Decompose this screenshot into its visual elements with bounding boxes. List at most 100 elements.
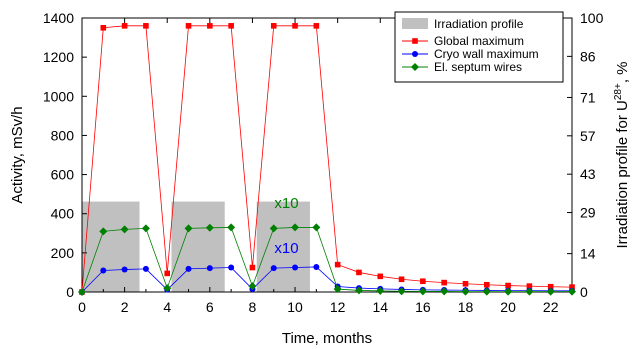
data-point: [313, 23, 320, 29]
y-left-tick-label: 400: [51, 206, 75, 222]
data-point: [398, 276, 405, 283]
y-left-tick-label: 1000: [43, 88, 74, 104]
data-point: [185, 23, 192, 29]
data-point: [78, 288, 86, 296]
y-right-tick-label: 100: [580, 10, 604, 26]
y-right-tick-label: 43: [580, 166, 596, 182]
y-right-tick-label: 29: [580, 205, 596, 221]
legend-marker: [411, 63, 419, 71]
data-point: [376, 286, 385, 295]
y-left-tick-label: 800: [51, 127, 75, 143]
data-point: [292, 264, 299, 271]
x-tick-label: 6: [206, 299, 214, 315]
data-point: [207, 23, 213, 29]
data-point: [333, 285, 342, 294]
series-line: [81, 25, 573, 293]
irradiation-bar-1: [82, 201, 140, 292]
data-point: [228, 264, 235, 271]
data-point: [569, 284, 575, 290]
annotation-x10: x10: [274, 240, 298, 257]
data-point: [462, 280, 469, 287]
x-tick-label: 14: [372, 299, 388, 315]
data-point: [227, 223, 236, 232]
x-tick-label: 16: [415, 299, 431, 315]
x-tick-label: 20: [500, 299, 516, 315]
annotations: x10 x10: [274, 195, 298, 257]
y-left-tick-label: 0: [66, 284, 74, 300]
data-point: [184, 224, 193, 233]
series-1: [79, 23, 575, 295]
data-point: [228, 23, 234, 29]
data-point: [99, 227, 108, 236]
data-point: [141, 224, 150, 233]
y-right-tick-label: 86: [580, 48, 596, 64]
data-point: [526, 283, 533, 289]
data-point: [270, 265, 277, 272]
data-point: [440, 287, 449, 296]
data-series: [78, 23, 576, 296]
data-point: [249, 264, 256, 271]
legend-label: Cryo wall maximum: [434, 47, 539, 61]
legend-label: El. septum wires: [434, 60, 522, 74]
data-point: [100, 24, 107, 31]
y-axis-left-title: Activity, mSv/h: [9, 106, 26, 203]
data-point: [418, 287, 427, 296]
y-right-tick-label: 0: [580, 284, 588, 300]
x-tick-label: 12: [330, 299, 346, 315]
data-point: [482, 287, 491, 296]
data-point: [461, 287, 470, 296]
irradiation-bar-2: [171, 201, 225, 292]
data-point: [143, 23, 149, 29]
data-point: [546, 287, 555, 296]
data-point: [120, 225, 129, 234]
data-point: [483, 281, 490, 288]
data-point: [206, 265, 213, 272]
axis-ticks: 0 2 4 6 8 10 12 14 16 18 20 22020040060080010001200…: [43, 10, 604, 315]
x-tick-label: 22: [543, 299, 559, 315]
data-point: [164, 270, 171, 277]
data-point: [205, 223, 214, 232]
data-point: [504, 287, 513, 296]
y-axis-right-title: Irradiation profile for U28+, %: [613, 61, 631, 248]
data-point: [334, 261, 341, 268]
y-right-tick-label: 57: [580, 128, 596, 144]
legend-marker: [412, 51, 418, 57]
irradiation-profile-bars: [82, 201, 310, 292]
x-tick-label: 10: [287, 299, 303, 315]
series-3: [78, 223, 576, 296]
data-point: [356, 269, 362, 276]
y-left-tick-label: 200: [51, 245, 75, 261]
series-line: [81, 227, 572, 293]
data-point: [354, 286, 363, 295]
data-point: [121, 266, 128, 273]
x-axis-title: Time, months: [282, 330, 372, 347]
data-point: [121, 23, 128, 29]
irradiation-bar-3: [256, 201, 310, 292]
data-point: [441, 279, 447, 286]
y-left-tick-label: 1200: [43, 49, 74, 65]
series-2: [79, 263, 575, 295]
legend-label: Global maximum: [434, 34, 524, 48]
y-left-tick-label: 600: [51, 167, 75, 183]
legend-swatch-irradiation: [402, 18, 428, 29]
plot-frame: [81, 17, 573, 293]
series-line: [81, 266, 572, 293]
data-point: [100, 267, 107, 274]
x-tick-label: 0: [78, 299, 86, 315]
legend-label-irradiation: Irradiation profile: [434, 17, 524, 31]
legend-marker: [412, 38, 418, 44]
data-point: [420, 278, 426, 285]
data-point: [142, 265, 149, 272]
x-tick-label: 2: [121, 299, 129, 315]
data-point: [377, 273, 384, 280]
data-point: [312, 223, 321, 232]
data-point: [313, 263, 320, 270]
data-point: [270, 23, 277, 29]
y-left-tick-label: 1400: [43, 10, 74, 26]
y-right-tick-label: 71: [580, 89, 596, 105]
data-point: [292, 23, 298, 29]
y-right-tick-label: 14: [580, 246, 596, 262]
data-point: [568, 287, 576, 296]
